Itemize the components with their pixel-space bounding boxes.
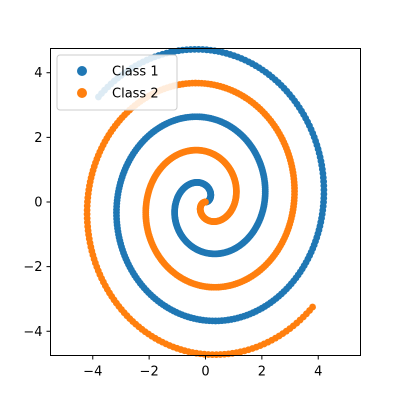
legend-label-class-1: Class 1 bbox=[112, 65, 159, 80]
legend-label-class-2: Class 2 bbox=[112, 87, 159, 102]
y-tick-label: 0 bbox=[34, 196, 42, 211]
y-axis: −4 −2 0 2 4 bbox=[23, 66, 51, 340]
x-tick-label: 2 bbox=[258, 365, 266, 380]
x-axis: −4 −2 0 2 4 bbox=[83, 355, 322, 380]
x-tick-label: 4 bbox=[314, 365, 322, 380]
y-tick-label: 2 bbox=[34, 131, 42, 146]
y-tick-label: 4 bbox=[34, 66, 42, 81]
x-tick-label: −4 bbox=[83, 365, 102, 380]
legend: Class 1 Class 2 bbox=[56, 54, 178, 111]
y-tick-label: −4 bbox=[23, 325, 42, 340]
y-tick-label: −2 bbox=[23, 260, 42, 275]
legend-box bbox=[56, 54, 178, 111]
class-2-point bbox=[309, 303, 316, 311]
legend-marker-class-1 bbox=[77, 66, 87, 76]
x-tick-label: −2 bbox=[140, 365, 159, 380]
x-tick-label: 0 bbox=[201, 365, 209, 380]
points-layer bbox=[83, 45, 328, 359]
legend-marker-class-2 bbox=[77, 88, 87, 98]
